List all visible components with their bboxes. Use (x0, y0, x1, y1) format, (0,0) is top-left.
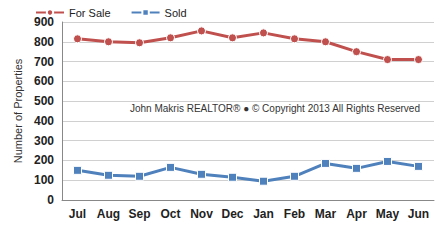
svg-text:500: 500 (34, 94, 54, 108)
svg-text:Jun: Jun (408, 207, 429, 221)
svg-text:Sold: Sold (165, 7, 187, 19)
svg-text:Feb: Feb (284, 207, 305, 221)
svg-text:Nov: Nov (190, 207, 213, 221)
svg-text:May: May (376, 207, 400, 221)
svg-text:400: 400 (34, 114, 54, 128)
svg-text:Aug: Aug (97, 207, 120, 221)
svg-text:Mar: Mar (315, 207, 337, 221)
svg-text:Oct: Oct (160, 207, 180, 221)
svg-text:800: 800 (34, 35, 54, 49)
svg-text:700: 700 (34, 55, 54, 69)
svg-text:900: 900 (34, 15, 54, 29)
svg-text:600: 600 (34, 74, 54, 88)
svg-text:0: 0 (47, 193, 54, 207)
svg-text:John Makris REALTOR® ● © Copyr: John Makris REALTOR® ● © Copyright 2013 … (130, 103, 420, 114)
svg-text:Jan: Jan (253, 207, 274, 221)
svg-text:200: 200 (34, 153, 54, 167)
svg-text:Apr: Apr (346, 207, 367, 221)
svg-text:Dec: Dec (221, 207, 243, 221)
svg-text:Number of Properties: Number of Properties (12, 58, 24, 163)
svg-text:For Sale: For Sale (69, 7, 111, 19)
svg-text:Jul: Jul (69, 207, 86, 221)
svg-text:300: 300 (34, 134, 54, 148)
svg-text:Sep: Sep (128, 207, 150, 221)
svg-text:100: 100 (34, 173, 54, 187)
